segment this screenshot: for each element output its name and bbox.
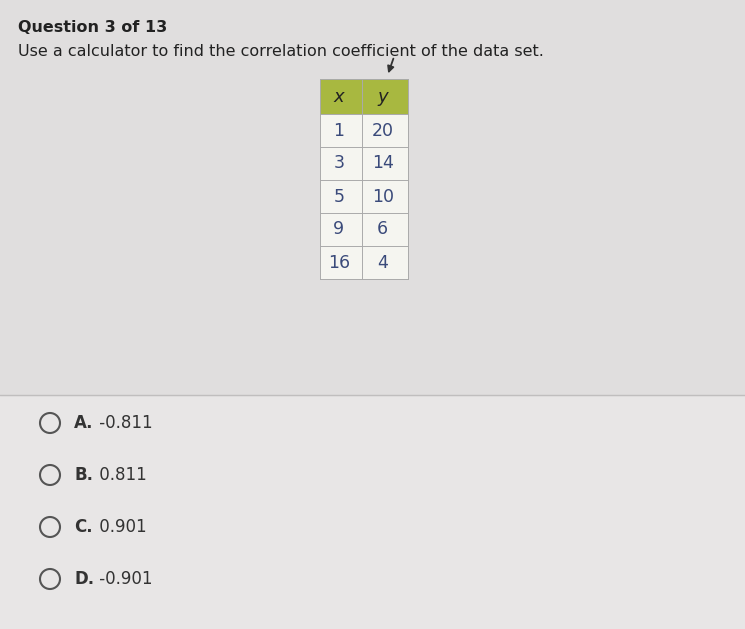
Text: -0.811: -0.811 <box>94 414 153 432</box>
Text: y: y <box>378 87 388 106</box>
Bar <box>320 246 362 279</box>
Bar <box>362 114 408 147</box>
Text: -0.901: -0.901 <box>94 570 153 588</box>
Text: 20: 20 <box>372 121 393 140</box>
Text: A.: A. <box>74 414 94 432</box>
Text: 0.811: 0.811 <box>94 466 147 484</box>
Bar <box>320 79 362 114</box>
Bar <box>0 0 745 395</box>
Bar <box>362 180 408 213</box>
Text: 5: 5 <box>334 187 344 206</box>
Text: 4: 4 <box>377 253 388 272</box>
Bar <box>362 246 408 279</box>
Text: 16: 16 <box>328 253 350 272</box>
Text: 10: 10 <box>372 187 393 206</box>
Text: 3: 3 <box>334 155 344 172</box>
Text: 14: 14 <box>372 155 393 172</box>
Text: 6: 6 <box>377 221 388 238</box>
Text: 1: 1 <box>334 121 344 140</box>
Bar <box>0 395 745 629</box>
Text: Use a calculator to find the correlation coefficient of the data set.: Use a calculator to find the correlation… <box>18 44 544 59</box>
Text: 0.901: 0.901 <box>94 518 147 536</box>
Text: x: x <box>334 87 344 106</box>
Text: C.: C. <box>74 518 92 536</box>
Bar <box>320 147 362 180</box>
Text: Question 3 of 13: Question 3 of 13 <box>18 20 167 35</box>
Bar <box>362 79 408 114</box>
Bar <box>320 213 362 246</box>
Bar <box>320 114 362 147</box>
Bar <box>362 213 408 246</box>
Bar <box>320 180 362 213</box>
Text: 9: 9 <box>333 221 344 238</box>
Text: B.: B. <box>74 466 93 484</box>
Text: D.: D. <box>74 570 94 588</box>
Bar <box>362 147 408 180</box>
